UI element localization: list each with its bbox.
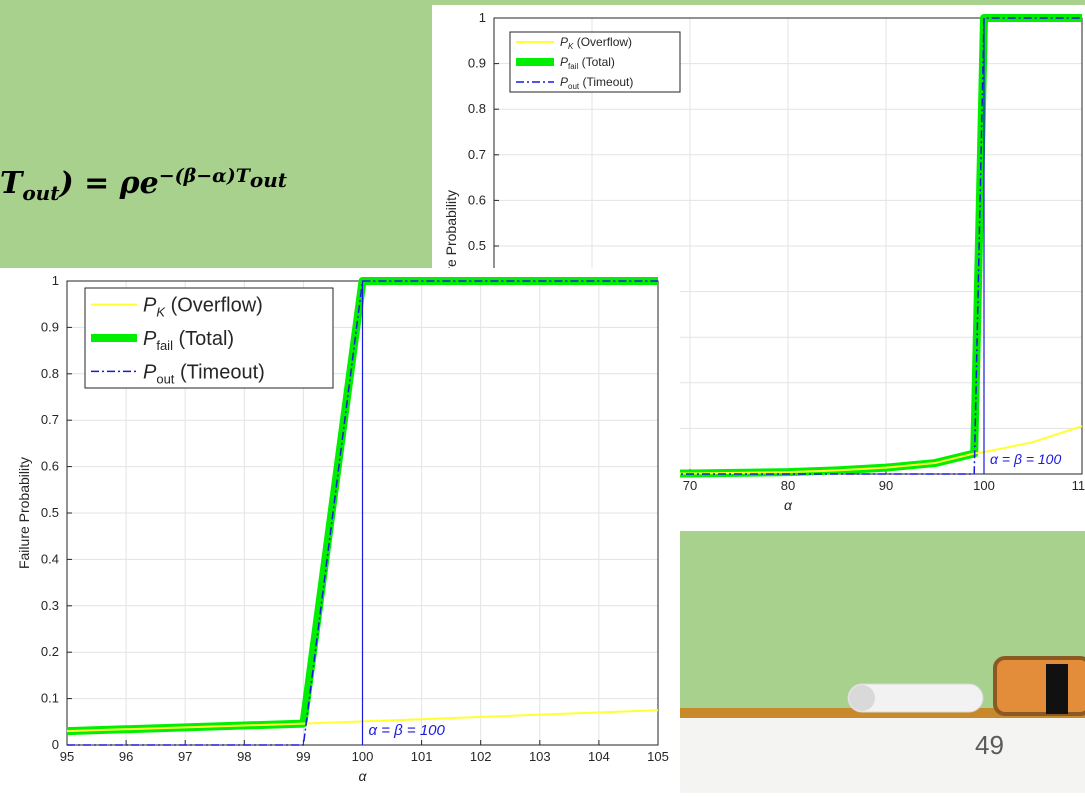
x-tick-label: 105	[647, 749, 669, 764]
y-tick-label: 0.6	[468, 192, 486, 207]
series-line-overflow	[66, 709, 659, 733]
pencil-tip	[849, 685, 875, 711]
y-tick-label: 0.6	[41, 459, 59, 474]
legend-label: Pout (Timeout)	[143, 361, 265, 386]
y-tick-label: 0.9	[468, 56, 486, 71]
x-tick-label: 110	[1072, 478, 1085, 493]
equation-fragment: Tout) = ρe−(β−α)Tout	[0, 165, 288, 205]
y-tick-label: 0.9	[41, 319, 59, 334]
x-tick-label: 95	[60, 749, 74, 764]
y-tick-label: 0.1	[41, 691, 59, 706]
page-number: 49	[975, 730, 1004, 760]
y-tick-label: 0.5	[468, 238, 486, 253]
y-tick-label: 0.5	[41, 505, 59, 520]
x-tick-label: 104	[588, 749, 610, 764]
x-tick-label: 97	[178, 749, 192, 764]
x-tick-label: 100	[352, 749, 374, 764]
legend-label: PK (Overflow)	[560, 35, 632, 51]
y-tick-label: 1	[52, 273, 59, 288]
x-tick-label: 98	[237, 749, 251, 764]
legend: PK (Overflow) Pfail (Total) Pout (Timeout)	[84, 287, 334, 389]
y-tick-label: 0.7	[468, 147, 486, 162]
legend-label: Pout (Timeout)	[560, 75, 633, 91]
x-tick-label: 70	[683, 478, 697, 493]
x-tick-label: 102	[470, 749, 492, 764]
x-tick-label: 80	[781, 478, 795, 493]
x-tick-label: 96	[119, 749, 133, 764]
y-tick-label: 0.2	[41, 644, 59, 659]
x-tick-label: 90	[879, 478, 893, 493]
series-line-overflow	[493, 425, 1083, 475]
series-line-timeout	[494, 17, 1082, 475]
x-tick-label: 103	[529, 749, 551, 764]
y-tick-label: 0.8	[41, 366, 59, 381]
annotation-label: α = β = 100	[369, 722, 446, 739]
series-line-timeout	[67, 280, 658, 746]
pencil-eraser	[847, 683, 984, 713]
x-axis-label: α	[784, 497, 793, 513]
y-tick-label: 0.3	[41, 598, 59, 613]
x-tick-label: 101	[411, 749, 433, 764]
chart-zoomed-range-svg: 95 96 97 98 99 100 101 102 103 104 105 0 0.1 0.2 0.3 0.…	[16, 273, 669, 784]
annotation-label: α = β = 100	[990, 451, 1061, 467]
book-bookmark	[1046, 664, 1068, 714]
legend-label: Pfail (Total)	[560, 55, 615, 71]
y-tick-label: 0.7	[41, 412, 59, 427]
y-tick-label: 0	[52, 737, 59, 752]
chart-wide-range-svg: 506070809010011000.10.20.30.40.50.60.70.…	[443, 10, 1085, 513]
y-tick-label: 1	[479, 10, 486, 25]
legend-label: Pfail (Total)	[143, 328, 234, 353]
y-tick-label: 0.8	[468, 101, 486, 116]
legend-label: PK (Overflow)	[143, 295, 263, 320]
book-icon	[993, 656, 1085, 716]
x-tick-label: 100	[973, 478, 995, 493]
y-axis-label: Failure Probability	[16, 457, 32, 569]
chart-zoomed-range: 95 96 97 98 99 100 101 102 103 104 105 0 0.1 0.2 0.3 0.…	[0, 268, 680, 793]
y-tick-label: 0.4	[41, 551, 59, 566]
legend: PK (Overflow) Pfail (Total) Pout (Timeout)	[509, 31, 681, 93]
x-axis-label: α	[359, 768, 368, 784]
x-tick-label: 99	[296, 749, 310, 764]
